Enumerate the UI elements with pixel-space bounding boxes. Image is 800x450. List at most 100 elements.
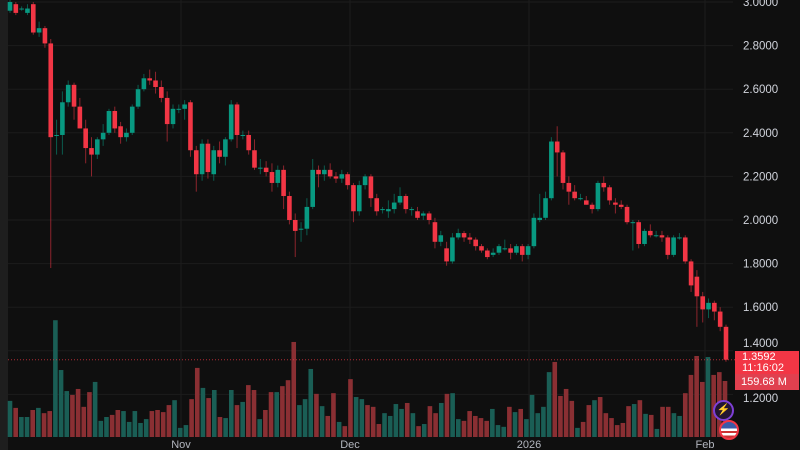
candle-body [275,169,281,183]
volume-bar [285,380,291,437]
volume-bar [348,379,353,437]
volume-bar [308,368,314,437]
volume-bar [648,414,654,437]
volume-bar [552,361,558,437]
candle-body [176,108,182,110]
y-tick-label: 2.8000 [743,41,778,53]
candle-body [252,150,257,168]
candle-body [281,169,286,197]
volume-bar [280,386,285,437]
volume-bar [325,415,331,437]
candle-body [549,141,554,199]
candle-body [717,311,723,327]
volume-bar [257,419,262,437]
volume-bar [614,425,620,437]
volume-bar [172,400,177,437]
volume-bar [416,426,421,437]
volume-bar [694,355,699,437]
candle-body [700,296,706,310]
volume-bar [109,414,115,437]
candle-body [583,200,589,205]
volume-bar [143,419,149,437]
candle-body [688,261,694,286]
candle-body [403,196,409,210]
candle-body [356,185,362,212]
volume-bar [13,407,18,437]
candle-body [723,326,729,360]
candle-body [653,235,659,237]
candle-body [432,222,438,242]
candle-body [124,132,129,138]
volume-bar [217,417,223,437]
candle-body [339,174,345,179]
x-tick-label: Feb [696,439,715,450]
candle-body [519,246,525,255]
volume-bar [393,404,399,437]
candle-body [455,233,461,238]
candle-body [240,134,246,136]
volume-bar [626,406,631,437]
candle-body [118,126,123,138]
volume-bar [331,393,336,437]
last-price: 1.3592 [742,351,776,363]
candle-body [199,143,205,175]
volume-bar [64,391,70,437]
candle-body [188,102,193,151]
candle-body [490,252,496,255]
volume-bar [268,392,274,437]
candle-body [589,204,595,210]
candle-body [543,198,548,218]
candle-body [461,233,467,238]
volume-bar [121,411,126,437]
candle-body [613,202,618,205]
y-tick-label: 3.0000 [743,0,778,9]
candle-body [467,237,473,240]
volume-bar [654,428,660,437]
volume-bar [365,405,370,437]
volume-bar [700,381,705,437]
volume-bar [342,426,348,437]
y-tick-label: 2.0000 [743,215,778,227]
volume-bar [7,400,13,437]
candle-body [386,209,391,212]
candle-body [351,185,356,212]
volume-bar [495,425,501,437]
candle-body [624,206,630,223]
candle-body [310,169,315,207]
volume-bar [194,367,200,437]
candle-body [554,141,560,153]
candle-body [409,209,414,211]
candle-body [682,237,688,262]
volume-bar [336,421,342,437]
volume-bar [166,405,172,437]
volume-bar [234,405,240,437]
candle-body [292,220,298,231]
volume-bar [461,420,467,437]
volume-bar [263,409,268,437]
volume-bar [370,406,376,437]
candle-body [333,176,339,179]
y-tick-label: 1.6000 [743,302,778,314]
y-tick-label: 1.8000 [743,259,778,271]
volume-bar [473,415,478,437]
candle-body [298,228,304,230]
lightning-icon[interactable]: ⚡ [713,400,734,421]
volume-bar [541,406,546,437]
candle-body [193,150,199,175]
volume-bar [688,374,694,437]
y-tick-label: 1.4000 [743,338,778,350]
volume-bar [433,413,438,437]
candle-body [164,97,170,125]
candle-body [100,132,106,140]
candle-body [531,217,537,247]
volume-bar [70,394,75,437]
volume-bar [19,417,24,437]
us-flag-icon[interactable] [719,420,739,440]
candle-body [421,213,426,216]
candle-body [246,134,251,151]
candle-body [438,235,444,242]
volume-bar [149,411,155,437]
volume-bar [671,413,677,437]
candle-body [234,104,240,135]
